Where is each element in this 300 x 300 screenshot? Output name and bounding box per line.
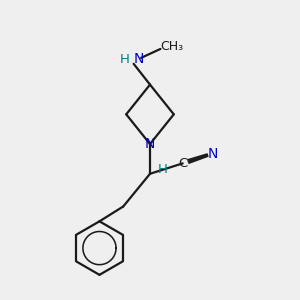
Text: H: H xyxy=(158,163,167,176)
Text: H: H xyxy=(120,53,130,66)
Text: N: N xyxy=(208,148,218,161)
Text: N: N xyxy=(134,52,144,66)
Text: C: C xyxy=(178,157,187,170)
Text: N: N xyxy=(145,137,155,151)
Text: CH₃: CH₃ xyxy=(160,40,183,53)
